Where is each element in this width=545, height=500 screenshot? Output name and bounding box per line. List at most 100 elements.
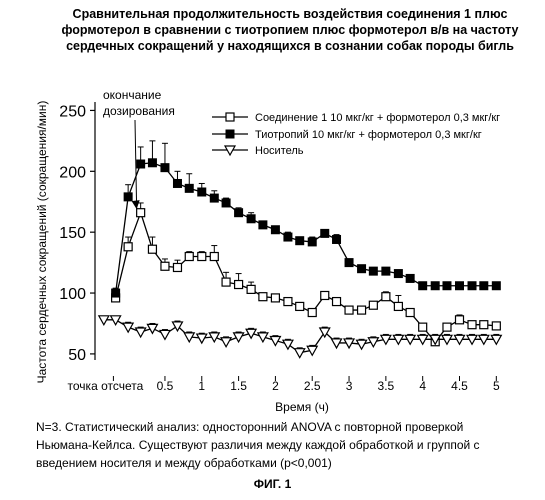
chart-legend: Соединение 1 10 мкг/кг + формотерол 0,3 … — [212, 112, 500, 157]
data-point — [308, 238, 316, 246]
series-1 — [112, 203, 501, 346]
data-point — [221, 338, 231, 347]
data-point — [406, 274, 414, 282]
data-point — [419, 282, 427, 290]
data-point — [456, 316, 464, 324]
caption-line: N=3. Статистический анализ: односторонни… — [36, 418, 536, 436]
y-tick-label: 200 — [59, 164, 86, 181]
data-point — [271, 294, 279, 302]
x-tick-label: 2.5 — [304, 379, 321, 393]
data-point — [124, 193, 132, 201]
y-axis-label: Частота сердечных сокращений (сокращения… — [35, 101, 49, 384]
figure-caption: N=3. Статистический анализ: односторонни… — [36, 418, 536, 472]
data-point — [369, 267, 377, 275]
data-point — [333, 298, 341, 306]
data-point — [406, 309, 414, 317]
data-point — [247, 215, 255, 223]
x-tick-label: 4.5 — [451, 379, 468, 393]
data-point — [148, 245, 156, 253]
data-point — [480, 321, 488, 329]
data-point — [271, 226, 279, 234]
data-point — [296, 237, 304, 245]
series-3 — [99, 316, 501, 358]
data-point — [136, 328, 146, 337]
data-point — [235, 281, 243, 289]
data-point — [198, 188, 206, 196]
legend-label: Носитель — [255, 145, 304, 157]
data-point — [443, 323, 451, 331]
data-point — [185, 184, 193, 192]
data-point — [137, 160, 145, 168]
data-point — [226, 130, 234, 138]
data-point — [345, 259, 353, 267]
chart-series — [99, 141, 501, 358]
y-tick-label: 250 — [59, 103, 86, 120]
y-tick-label: 150 — [59, 225, 86, 242]
data-point — [173, 179, 181, 187]
x-tick-label: 2 — [272, 379, 279, 393]
x-tick-label: 3.5 — [378, 379, 395, 393]
series-2 — [112, 141, 501, 297]
data-point — [382, 267, 390, 275]
data-point — [321, 229, 329, 237]
data-point — [226, 113, 234, 121]
data-point — [468, 321, 476, 329]
series-line — [116, 163, 497, 293]
data-point — [284, 298, 292, 306]
data-point — [235, 209, 243, 217]
x-tick-label: 0.5 — [157, 379, 174, 393]
data-point — [259, 293, 267, 301]
data-point — [431, 282, 439, 290]
x-tick-label: 3 — [346, 379, 353, 393]
data-point — [468, 282, 476, 290]
x-tick-label: точка отсчета — [68, 379, 144, 393]
data-point — [358, 265, 366, 273]
data-point — [112, 289, 120, 297]
data-point — [369, 301, 377, 309]
data-point — [295, 349, 305, 358]
data-point — [210, 194, 218, 202]
x-tick-label: 5 — [493, 379, 500, 393]
data-point — [160, 330, 170, 339]
data-point — [382, 293, 390, 301]
y-tick-label: 100 — [59, 286, 86, 303]
data-point — [358, 306, 366, 314]
data-point — [210, 253, 218, 261]
data-point — [173, 263, 181, 271]
data-point — [308, 309, 316, 317]
data-point — [480, 282, 488, 290]
data-point — [492, 282, 500, 290]
annotation-text: окончание — [103, 88, 162, 102]
data-point — [185, 253, 193, 261]
data-point — [148, 159, 156, 167]
figure-label: ФИГ. 1 — [0, 477, 545, 491]
annotation-arrowhead — [132, 200, 140, 209]
data-point — [222, 199, 230, 207]
legend-label: Тиотропий 10 мкг/кг + формотерол 0,3 мкг… — [255, 129, 482, 141]
data-point — [259, 221, 267, 229]
data-point — [284, 233, 292, 241]
data-point — [321, 291, 329, 299]
data-point — [161, 164, 169, 172]
data-point — [197, 334, 207, 343]
x-tick-label: 1.5 — [230, 379, 247, 393]
data-point — [394, 270, 402, 278]
caption-line: введением носителя и между обработками (… — [36, 454, 536, 472]
data-point — [234, 333, 244, 342]
data-point — [123, 323, 133, 332]
data-point — [456, 282, 464, 290]
y-tick-label: 50 — [68, 347, 86, 364]
x-tick-label: 4 — [419, 379, 426, 393]
data-point — [357, 340, 367, 349]
data-point — [283, 340, 293, 349]
x-tick-label: 1 — [198, 379, 205, 393]
end-of-dosing-annotation: окончаниедозирования — [103, 88, 175, 209]
legend-label: Соединение 1 10 мкг/кг + формотерол 0,3 … — [255, 112, 500, 124]
caption-line: Ньюмана-Кейлса. Существуют различия межд… — [36, 436, 536, 454]
data-point — [394, 302, 402, 310]
data-point — [419, 323, 427, 331]
data-point — [333, 235, 341, 243]
data-point — [222, 278, 230, 286]
x-axis-label: Время (ч) — [275, 400, 329, 414]
data-point — [161, 262, 169, 270]
